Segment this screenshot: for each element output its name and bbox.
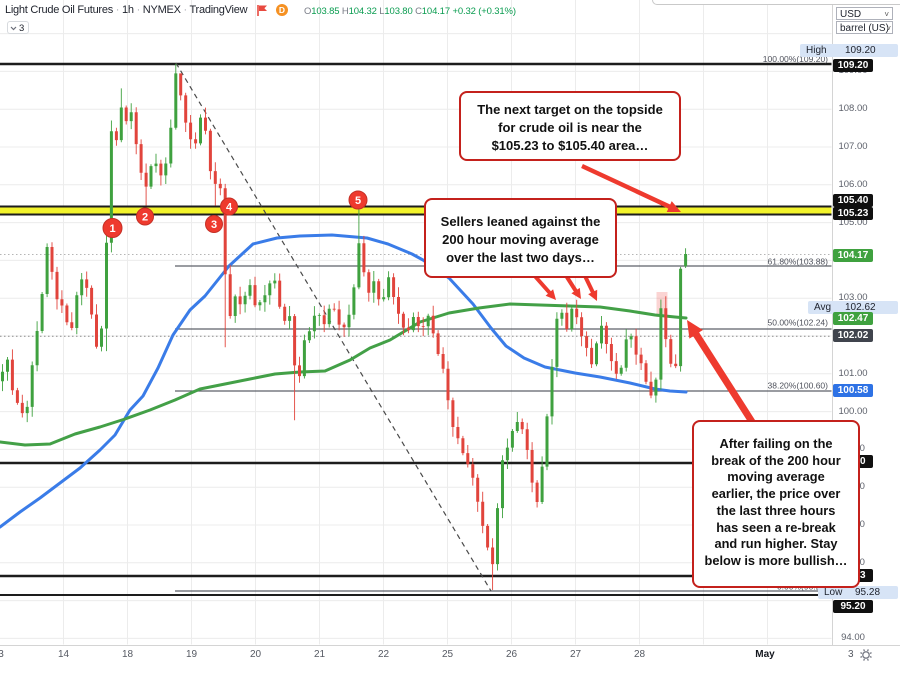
svg-text:4: 4 [226,202,233,214]
svg-text:61.80%(103.88): 61.80%(103.88) [768,257,829,267]
svg-text:50.00%(102.24): 50.00%(102.24) [768,318,829,328]
svg-text:1: 1 [109,223,115,235]
svg-text:3: 3 [211,219,217,231]
svg-text:38.20%(100.60): 38.20%(100.60) [768,381,829,391]
svg-text:100.00%(109.20): 100.00%(109.20) [763,54,828,64]
svg-text:5: 5 [355,195,361,207]
svg-text:2: 2 [142,212,148,224]
